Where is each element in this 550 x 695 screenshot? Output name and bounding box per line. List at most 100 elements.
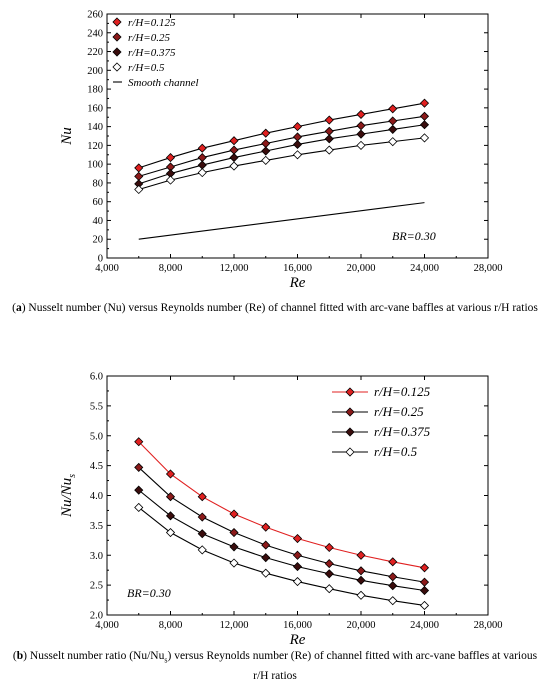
data-point: [419, 585, 430, 596]
data-point: [261, 522, 271, 532]
x-axis-label: Re: [289, 275, 306, 291]
data-point: [197, 160, 207, 170]
data-point: [197, 153, 207, 163]
legend-label: r/H=0.125: [374, 384, 431, 399]
data-point: [356, 566, 366, 576]
legend-marker: [112, 62, 122, 72]
data-point: [229, 542, 239, 552]
data-point: [165, 492, 176, 502]
data-point: [197, 545, 207, 555]
data-point: [292, 576, 303, 587]
data-point: [356, 140, 366, 150]
chart-a: 4,000 8,000 12,000 16,000 20,000 24,000 28,000…: [59, 10, 503, 292]
y-tick-label: 60: [93, 197, 104, 208]
x-tick-label: 12,000: [220, 263, 249, 274]
series-line-2: [138, 124, 425, 185]
data-point: [356, 129, 366, 139]
data-point: [324, 584, 334, 594]
data-point: [324, 145, 334, 155]
data-point: [388, 116, 398, 126]
y-tick-label: 220: [87, 47, 103, 58]
data-point: [134, 485, 144, 495]
data-point: [134, 462, 144, 472]
legend-marker: [112, 47, 122, 57]
data-point: [356, 590, 366, 600]
data-point: [324, 126, 334, 136]
series-line-1: [138, 115, 425, 177]
annotation-br: BR=0.30: [127, 586, 171, 600]
data-point: [261, 553, 271, 563]
y-tick-label: 40: [93, 216, 104, 227]
data-point: [261, 540, 271, 550]
y-tick-label: 200: [87, 66, 103, 77]
data-point: [229, 136, 239, 146]
data-point: [292, 139, 303, 150]
y-tick-label: 3.5: [90, 521, 103, 532]
data-point: [165, 175, 176, 185]
x-tick-label: 8,000: [159, 620, 183, 631]
legend-label: r/H=0.5: [374, 444, 418, 459]
legend-marker: [345, 427, 355, 437]
x-tick-label: 16,000: [283, 620, 312, 631]
chart-b: 4,000 8,000 12,000 16,000 20,000 24,000 28,000…: [59, 372, 502, 649]
data-point: [261, 128, 271, 138]
y-axis-label: Nu: [59, 127, 75, 146]
y-tick-label: 100: [87, 160, 103, 171]
x-tick-label: 28,000: [474, 263, 503, 274]
x-axis-label: Re: [289, 632, 306, 648]
data-point: [292, 150, 303, 160]
data-point: [356, 121, 366, 131]
series-line-0: [138, 102, 425, 169]
series-line-3: [138, 507, 425, 606]
legend-label: r/H=0.375: [128, 47, 176, 59]
legend-label: r/H=0.5: [128, 62, 165, 74]
data-point: [261, 568, 271, 578]
data-point: [388, 572, 398, 582]
data-point: [324, 542, 334, 553]
data-point: [197, 143, 207, 153]
series-line-3: [138, 137, 425, 191]
data-point: [165, 469, 176, 479]
data-point: [229, 153, 239, 163]
x-tick-label: 4,000: [95, 620, 119, 631]
data-point: [292, 562, 303, 572]
series-line-0: [138, 441, 425, 569]
data-point: [419, 563, 430, 573]
data-point: [388, 557, 398, 567]
data-point: [165, 511, 176, 521]
y-axis-label: Nu/Nus: [59, 474, 78, 518]
legend-marker: [112, 32, 122, 42]
data-point: [356, 109, 366, 119]
y-tick-label: 6.0: [90, 372, 103, 383]
y-tick-label: 2.5: [90, 581, 103, 592]
data-point: [229, 527, 239, 538]
data-point: [261, 138, 271, 149]
data-point: [419, 120, 430, 130]
y-tick-label: 4.5: [90, 461, 103, 472]
legend-label: r/H=0.375: [374, 424, 431, 439]
y-tick-label: 180: [87, 85, 103, 96]
legend-label: r/H=0.25: [128, 32, 170, 44]
y-tick-label: 5.5: [90, 401, 103, 412]
y-tick-label: 160: [87, 103, 103, 114]
data-point: [324, 559, 334, 569]
data-point: [292, 550, 303, 560]
data-point: [229, 161, 239, 171]
caption-a-tag: a: [15, 302, 22, 314]
data-point: [324, 115, 334, 125]
data-point: [419, 111, 430, 121]
caption-b-pre: Nusselt number ratio (Nu/Nu: [29, 650, 165, 662]
caption-b-sub: s: [164, 655, 168, 665]
y-tick-label: 0: [98, 254, 103, 265]
series-line-4: [138, 202, 425, 240]
data-point: [134, 502, 144, 513]
data-point: [134, 184, 144, 195]
y-tick-label: 3.0: [90, 551, 103, 562]
data-point: [261, 155, 271, 165]
data-point: [356, 550, 366, 560]
data-point: [388, 581, 398, 591]
data-point: [388, 124, 398, 134]
caption-b-post: ) versus Reynolds number (Re) of channel…: [167, 650, 538, 683]
legend-label: r/H=0.125: [128, 17, 176, 29]
data-point: [324, 569, 334, 579]
